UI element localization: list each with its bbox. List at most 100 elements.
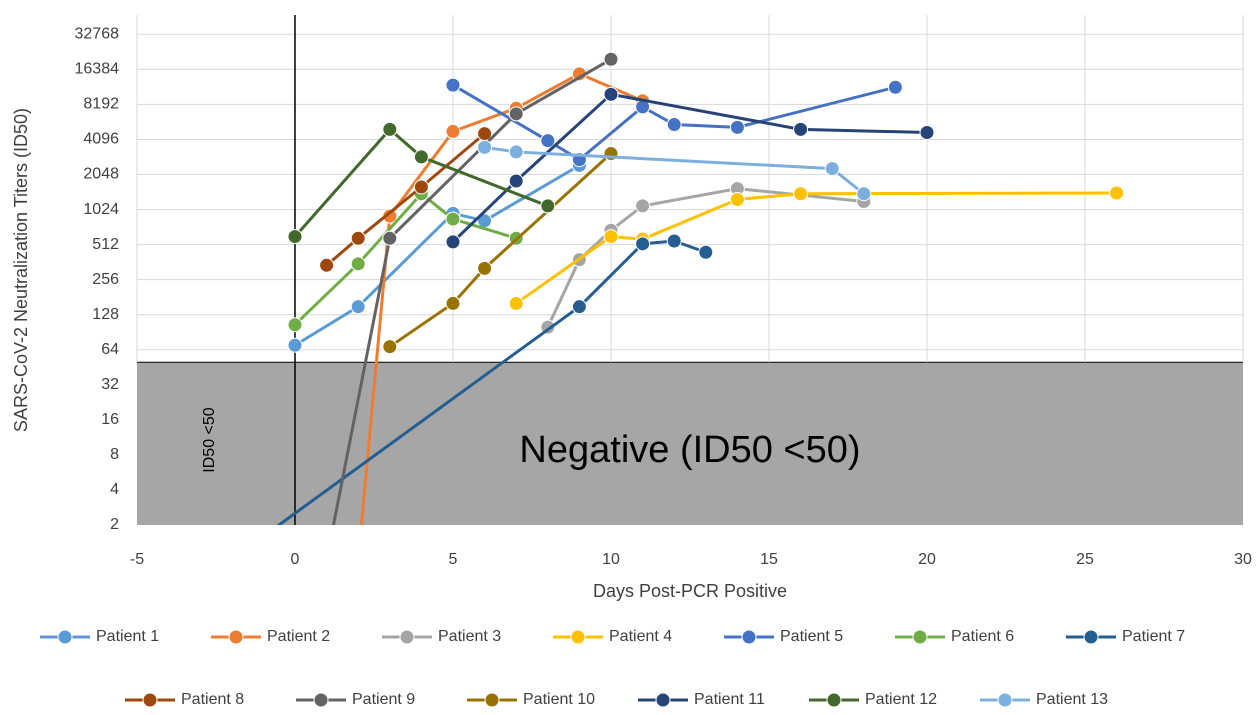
data-point — [793, 121, 809, 137]
data-point — [351, 553, 365, 567]
data-point — [571, 299, 587, 315]
data-point — [413, 179, 429, 195]
data-point — [540, 133, 556, 149]
legend-marker — [570, 629, 586, 645]
legend-label: Patient 13 — [1036, 691, 1108, 708]
legend-marker — [313, 692, 329, 708]
legend-marker — [997, 692, 1013, 708]
data-point — [698, 244, 714, 260]
data-point — [603, 51, 619, 67]
data-point — [887, 79, 903, 95]
data-point — [1109, 185, 1125, 201]
data-point — [793, 186, 809, 202]
legend-marker — [655, 692, 671, 708]
legend-label: Patient 2 — [267, 628, 330, 645]
data-point — [477, 260, 493, 276]
data-point — [445, 77, 461, 93]
y-tick-label: 512 — [92, 236, 119, 253]
legend-label: Patient 3 — [438, 628, 501, 645]
legend-marker — [57, 629, 73, 645]
data-point — [382, 208, 398, 224]
x-tick-label: 20 — [918, 551, 936, 568]
data-point — [445, 123, 461, 139]
data-point — [824, 161, 840, 177]
legend-marker — [741, 629, 757, 645]
data-point — [477, 139, 493, 155]
series-line — [515, 191, 1117, 305]
plot — [256, 51, 1125, 567]
legend-label: Patient 5 — [780, 628, 843, 645]
data-point — [382, 230, 398, 246]
data-point — [508, 144, 524, 160]
y-tick-label: 4096 — [83, 131, 119, 148]
legend-marker — [1083, 629, 1099, 645]
data-point — [350, 299, 366, 315]
legend-label: Patient 8 — [181, 691, 244, 708]
annotation: ID50 <50 — [201, 407, 218, 472]
data-point — [729, 191, 745, 207]
data-point — [350, 230, 366, 246]
data-point — [256, 529, 270, 543]
data-point — [320, 553, 334, 567]
x-tick-label: 10 — [602, 551, 620, 568]
x-tick-label: 0 — [291, 551, 300, 568]
legend-marker — [399, 629, 415, 645]
y-tick-label: 64 — [101, 341, 119, 358]
legend-marker — [228, 629, 244, 645]
series-line — [359, 72, 644, 525]
series-line — [484, 145, 865, 195]
y-tick-label: 2048 — [83, 166, 119, 183]
data-point — [350, 256, 366, 272]
data-point — [287, 337, 303, 353]
y-tick-label: 2 — [110, 516, 119, 533]
series-line — [325, 132, 486, 267]
data-point — [508, 295, 524, 311]
data-point — [635, 236, 651, 252]
data-point — [382, 121, 398, 137]
y-tick-label: 4 — [110, 481, 119, 498]
legend-marker — [912, 629, 928, 645]
data-point — [508, 106, 524, 122]
y-tick-label: 32 — [101, 376, 119, 393]
legend-label: Patient 6 — [951, 628, 1014, 645]
annotation: Negative (ID50 <50) — [519, 429, 860, 471]
legend-label: Patient 11 — [694, 691, 765, 708]
data-point — [508, 173, 524, 189]
legend-label: Patient 1 — [96, 628, 159, 645]
y-tick-label: 128 — [92, 306, 119, 323]
x-axis-label: Days Post-PCR Positive — [593, 581, 787, 601]
legend-label: Patient 10 — [523, 691, 595, 708]
data-point — [603, 229, 619, 245]
y-tick-label: 8192 — [83, 96, 119, 113]
legend-marker — [484, 692, 500, 708]
x-tick-label: 5 — [449, 551, 458, 568]
y-tick-label: 16 — [101, 411, 119, 428]
legend-marker — [142, 692, 158, 708]
data-point — [382, 339, 398, 355]
negative-region — [137, 362, 1243, 525]
data-point — [919, 124, 935, 140]
data-point — [445, 234, 461, 250]
legend-label: Patient 4 — [609, 628, 672, 645]
y-axis-label: SARS-CoV-2 Neutralization Titers (ID50) — [11, 108, 31, 432]
series-line — [331, 57, 612, 525]
data-point — [856, 186, 872, 202]
x-tick-label: -5 — [130, 551, 144, 568]
data-point — [603, 86, 619, 102]
series-line — [293, 127, 549, 238]
data-point — [540, 198, 556, 214]
data-point — [666, 117, 682, 133]
y-tick-label: 256 — [92, 271, 119, 288]
data-point — [666, 233, 682, 249]
legend-label: Patient 7 — [1122, 628, 1185, 645]
data-point — [287, 317, 303, 333]
x-tick-label: 30 — [1234, 551, 1252, 568]
legend-marker — [826, 692, 842, 708]
data-point — [287, 229, 303, 245]
y-tick-label: 16384 — [75, 61, 120, 78]
y-tick-label: 32768 — [75, 26, 120, 43]
x-tick-label: 25 — [1076, 551, 1094, 568]
data-point — [729, 119, 745, 135]
data-point — [445, 295, 461, 311]
